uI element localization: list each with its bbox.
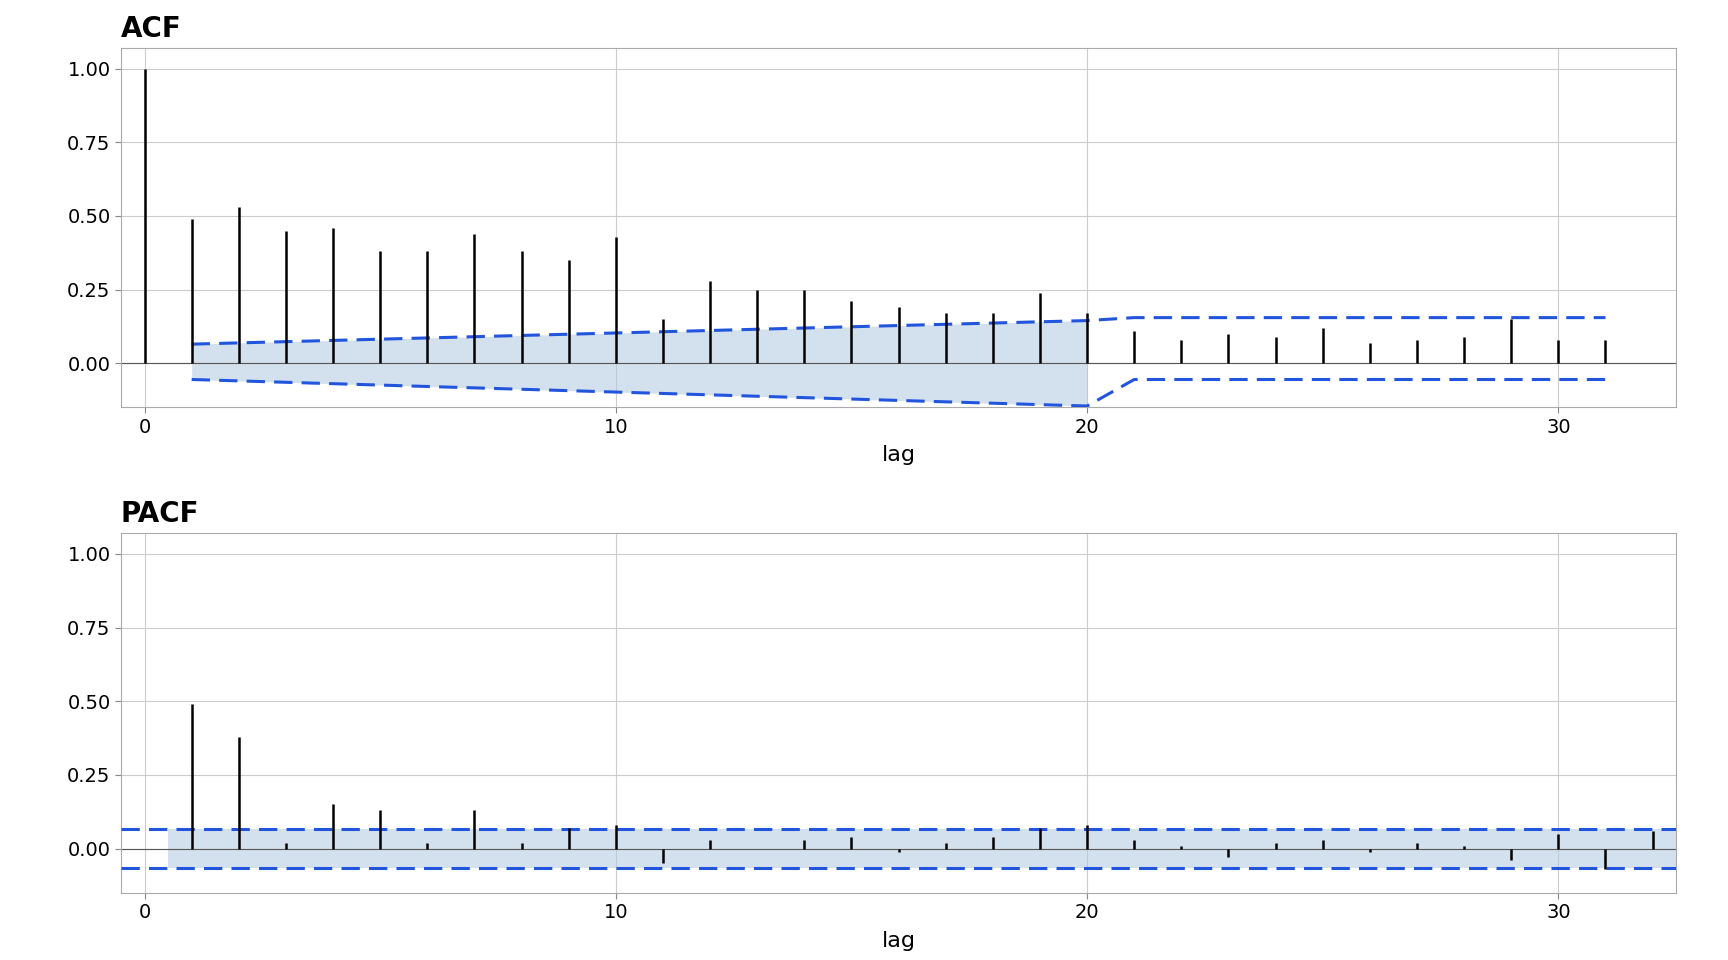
Text: ACF: ACF bbox=[121, 15, 181, 43]
X-axis label: lag: lag bbox=[881, 930, 916, 950]
Text: PACF: PACF bbox=[121, 500, 199, 528]
X-axis label: lag: lag bbox=[881, 445, 916, 466]
